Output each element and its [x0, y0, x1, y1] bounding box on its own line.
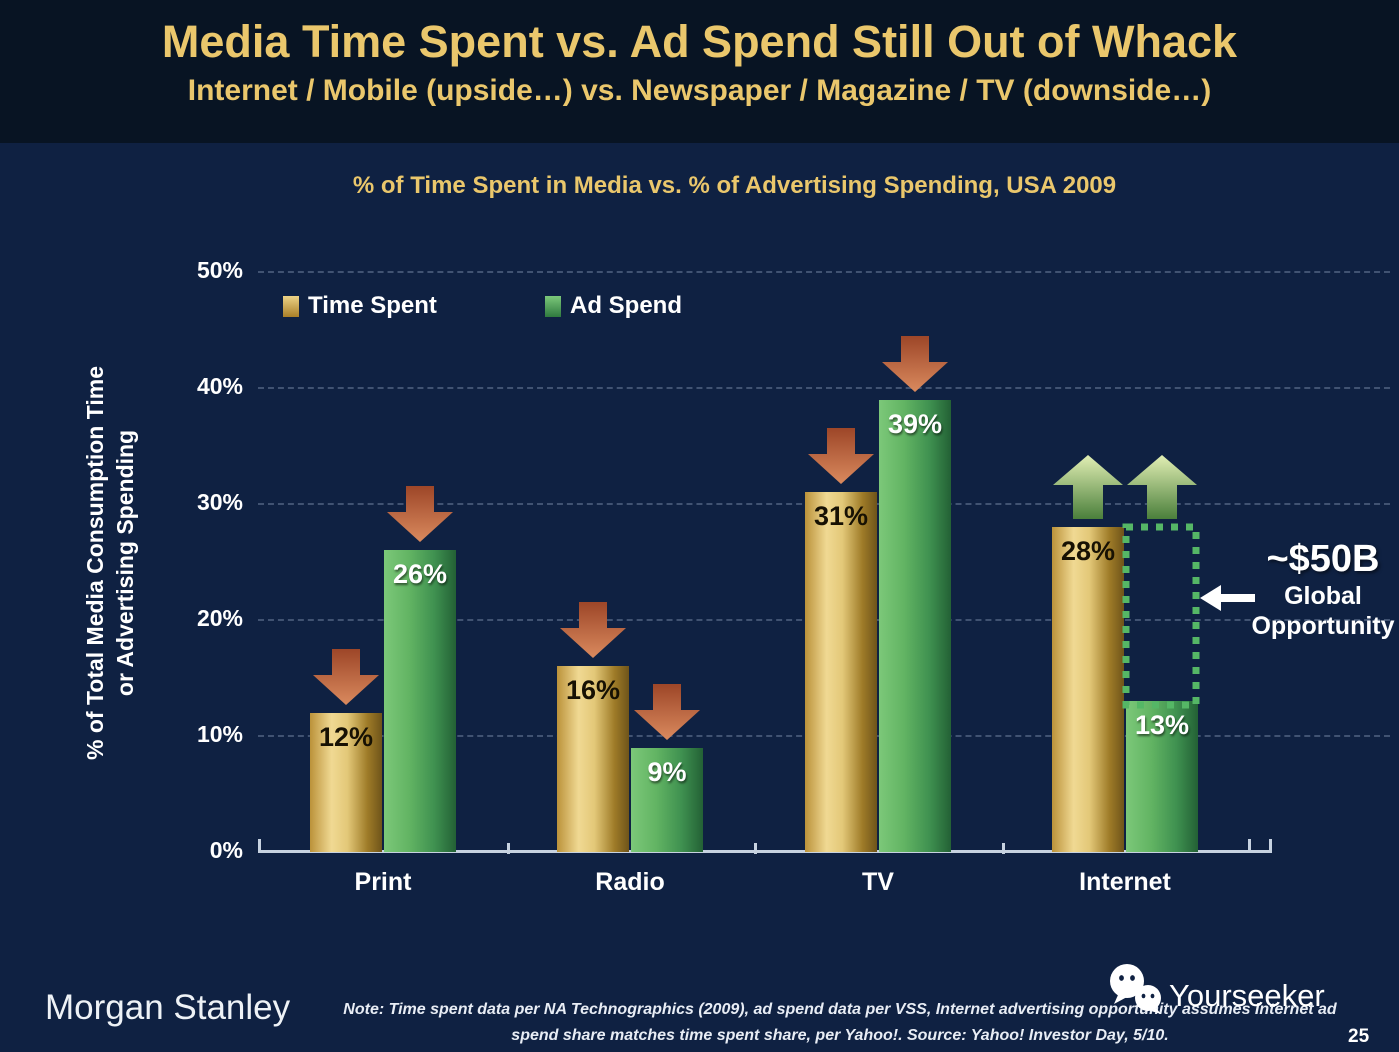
opportunity-dotted-box — [1121, 522, 1201, 710]
legend-item-time-spent: Time Spent — [283, 292, 437, 320]
x-axis-line — [258, 850, 1272, 853]
opportunity-text-line1: Global — [1284, 582, 1362, 610]
bar-value-label-internet-time-spent: 28% — [1060, 536, 1116, 567]
bar-value-label-internet-ad-spend: 13% — [1134, 710, 1190, 741]
ytick-label-0: 0% — [209, 837, 243, 863]
bar-value-label-radio-ad-spend: 9% — [647, 756, 687, 787]
y-axis-label-line1: % of Total Media Consumption Time — [82, 366, 108, 760]
gridline-50 — [258, 271, 1390, 273]
slide-title: Media Time Spent vs. Ad Spend Still Out … — [161, 16, 1238, 67]
trend-up-arrow-icon — [1127, 455, 1197, 519]
x-axis-tick — [1002, 843, 1005, 854]
x-axis-tick — [507, 843, 510, 854]
ytick-label-30: 30% — [196, 489, 243, 515]
source-note-line1: Note: Time spent data per NA Technograph… — [343, 1001, 1337, 1018]
ytick-label-10: 10% — [196, 721, 243, 747]
bar-value-label-tv-ad-spend: 39% — [887, 408, 943, 439]
bar-value-label-radio-time-spent: 16% — [565, 675, 621, 706]
opportunity-text-line2: Opportunity — [1251, 612, 1395, 640]
x-axis-right-notch — [1269, 839, 1272, 853]
bar-value-label-print-ad-spend: 26% — [392, 559, 448, 590]
opportunity-value: ~$50B — [1266, 538, 1380, 580]
source-note-line2: spend share matches time spent share, pe… — [511, 1026, 1169, 1044]
trend-down-arrow-icon — [387, 486, 453, 543]
opportunity-annotation: ~$50B Global Opportunity — [1248, 538, 1398, 641]
ytick-label-20: 20% — [196, 605, 243, 631]
watermark-text: Yourseeker — [1169, 978, 1325, 1013]
x-axis-left-notch — [258, 839, 261, 853]
watermark: Yourseeker — [1105, 962, 1325, 1021]
bar-print-time-spent — [310, 712, 382, 852]
legend-label-ad-spend: Ad Spend — [570, 292, 682, 319]
morgan-stanley-logo: Morgan Stanley — [45, 988, 291, 1027]
y-axis-label-line2: or Advertising Spending — [111, 429, 138, 697]
slide-subtitle: Internet / Mobile (upside…) vs. Newspape… — [187, 74, 1212, 107]
category-label-radio: Radio — [595, 868, 665, 896]
x-axis-tick — [1248, 839, 1251, 853]
legend-label-time-spent: Time Spent — [308, 292, 437, 319]
bar-internet-ad-spend — [1126, 701, 1198, 852]
bar-print-ad-spend — [384, 550, 456, 852]
time-spent-swatch-icon — [283, 295, 299, 317]
bar-tv-ad-spend — [879, 399, 951, 852]
legend-item-ad-spend: Ad Spend — [545, 292, 682, 320]
y-axis-label: % of Total Media Consumption Time or Adv… — [81, 328, 143, 798]
x-axis-tick — [754, 843, 757, 854]
page-number: 25 — [1348, 1026, 1370, 1047]
category-label-internet: Internet — [1079, 868, 1171, 896]
trend-up-arrow-icon — [1053, 455, 1123, 519]
ytick-label-40: 40% — [196, 373, 243, 399]
category-label-print: Print — [354, 868, 412, 896]
slide-header: Media Time Spent vs. Ad Spend Still Out … — [0, 0, 1399, 143]
left-arrow-icon — [1200, 583, 1258, 613]
bar-internet-time-spent — [1052, 527, 1124, 852]
ytick-label-50: 50% — [196, 257, 243, 283]
source-note: Note: Time spent data per NA Technograph… — [320, 997, 1360, 1048]
bar-radio-ad-spend — [631, 747, 703, 852]
bar-tv-time-spent — [805, 492, 877, 852]
category-label-tv: TV — [862, 868, 894, 896]
trend-down-arrow-icon — [560, 602, 626, 659]
bar-radio-time-spent — [557, 666, 629, 852]
chart-title: % of Time Spent in Media vs. % of Advert… — [352, 172, 1117, 199]
wechat-icon — [1105, 962, 1167, 1021]
bar-value-label-tv-time-spent: 31% — [813, 501, 869, 532]
trend-down-arrow-icon — [808, 428, 874, 485]
trend-down-arrow-icon — [882, 335, 948, 392]
bar-value-label-print-time-spent: 12% — [318, 721, 374, 752]
ad-spend-swatch-icon — [545, 295, 561, 317]
trend-down-arrow-icon — [313, 648, 379, 705]
gridline-40 — [258, 387, 1390, 389]
trend-down-arrow-icon — [634, 683, 700, 740]
